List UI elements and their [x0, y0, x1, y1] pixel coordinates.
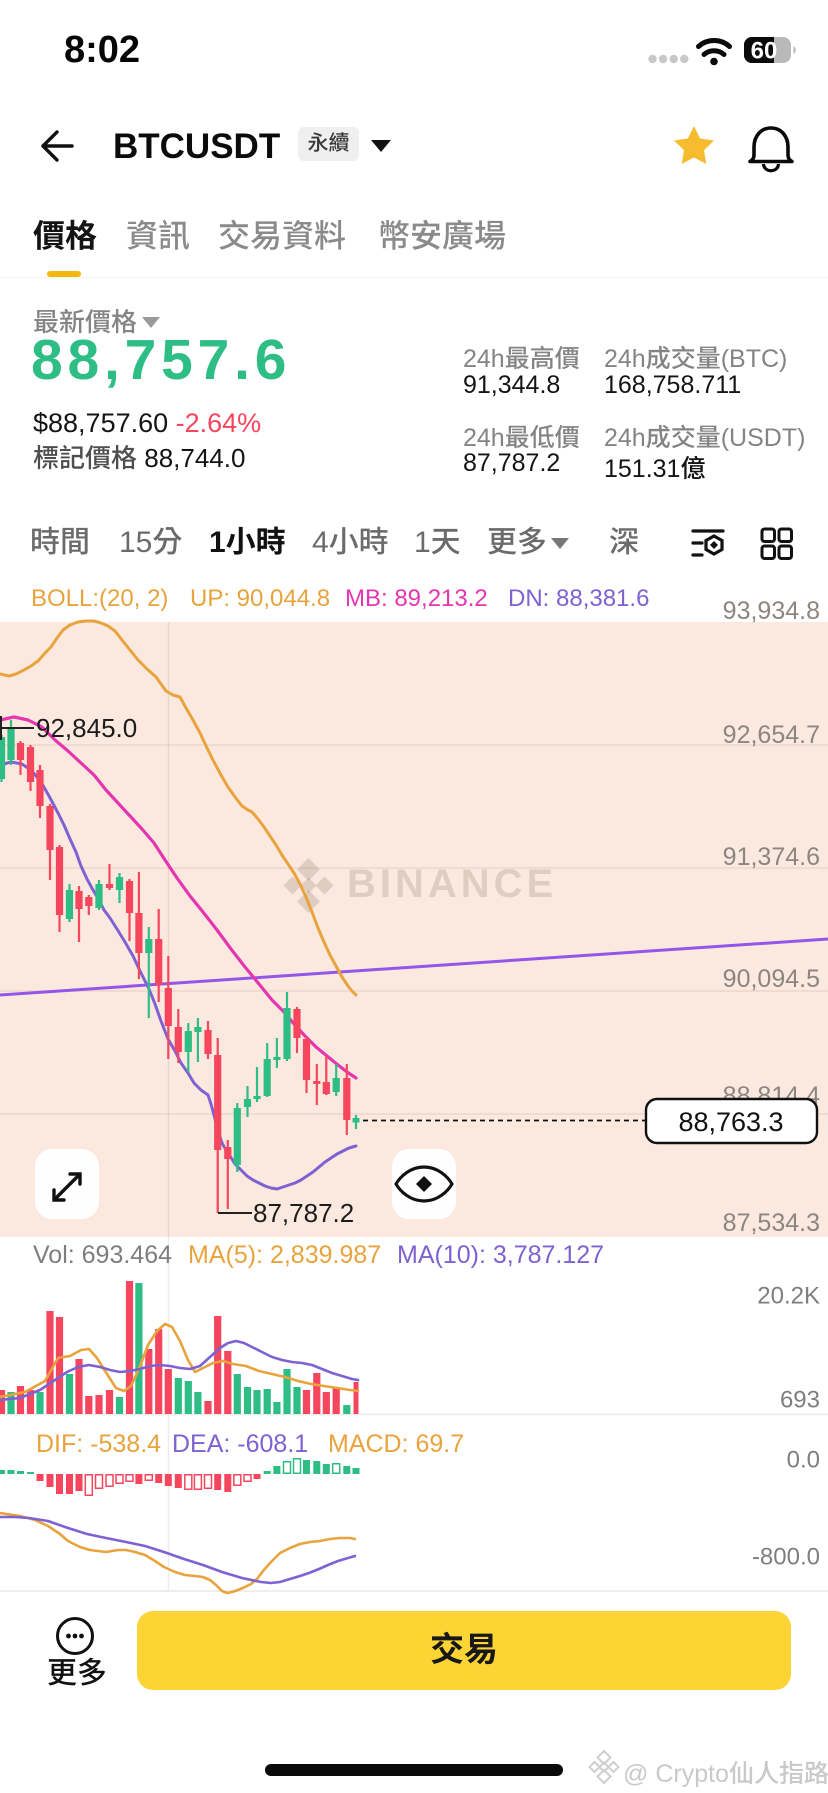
svg-text:-800.0: -800.0: [752, 1544, 820, 1571]
svg-text:DIF: -538.4: DIF: -538.4: [36, 1430, 161, 1458]
svg-text:MA(10): 3,787.127: MA(10): 3,787.127: [397, 1241, 604, 1269]
svg-text:DEA: -608.1: DEA: -608.1: [172, 1430, 308, 1458]
svg-text:MACD: 69.7: MACD: 69.7: [328, 1430, 464, 1458]
svg-text:20.2K: 20.2K: [757, 1283, 820, 1310]
svg-text:87,787.2: 87,787.2: [253, 1198, 354, 1228]
svg-text:Vol: 693.464: Vol: 693.464: [33, 1241, 172, 1269]
svg-text:88,763.3: 88,763.3: [678, 1107, 783, 1137]
svg-text:DN: 88,381.6: DN: 88,381.6: [508, 585, 649, 612]
svg-text:BINANCE: BINANCE: [347, 862, 557, 906]
svg-text:693: 693: [780, 1387, 820, 1414]
svg-text:BOLL:(20, 2): BOLL:(20, 2): [31, 585, 168, 612]
svg-text:91,374.6: 91,374.6: [723, 843, 820, 871]
svg-text:60: 60: [751, 38, 778, 65]
svg-text:92,845.0: 92,845.0: [36, 713, 137, 743]
svg-text:UP: 90,044.8: UP: 90,044.8: [190, 585, 330, 612]
svg-text:92,654.7: 92,654.7: [723, 721, 820, 749]
svg-text:93,934.8: 93,934.8: [723, 597, 820, 625]
svg-text:0.0: 0.0: [787, 1447, 820, 1474]
svg-text:87,534.3: 87,534.3: [723, 1209, 820, 1237]
svg-text:MA(5): 2,839.987: MA(5): 2,839.987: [188, 1241, 381, 1269]
svg-text:90,094.5: 90,094.5: [723, 965, 820, 993]
svg-text:MB: 89,213.2: MB: 89,213.2: [345, 585, 488, 612]
